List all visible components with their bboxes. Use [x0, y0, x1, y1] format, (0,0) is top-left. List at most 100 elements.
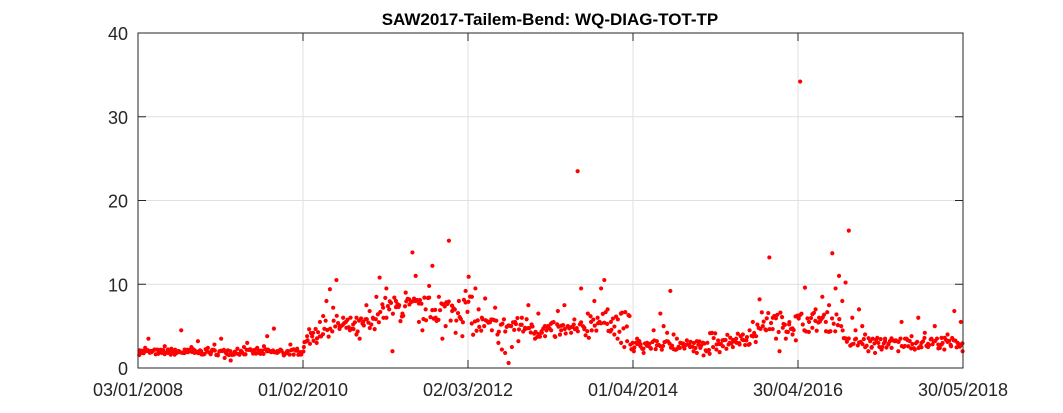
- data-point: [711, 344, 716, 350]
- data-point: [754, 334, 759, 339]
- data-point: [228, 349, 233, 354]
- data-point: [299, 352, 304, 357]
- data-point: [427, 295, 432, 300]
- data-point: [870, 336, 875, 341]
- data-point: [235, 346, 240, 351]
- data-point: [526, 303, 531, 308]
- data-point: [752, 330, 757, 336]
- data-point: [782, 322, 787, 327]
- data-point: [307, 341, 313, 346]
- data-point: [622, 344, 627, 350]
- data-point: [922, 330, 927, 335]
- data-point: [437, 308, 443, 313]
- data-point: [446, 299, 451, 304]
- data-point: [152, 347, 157, 352]
- data-point: [499, 347, 504, 352]
- data-point: [403, 290, 408, 295]
- data-point: [452, 307, 457, 312]
- data-point: [738, 334, 743, 339]
- data-point: [693, 345, 698, 351]
- data-point: [960, 341, 965, 346]
- data-point: [853, 328, 858, 333]
- data-point: [443, 324, 448, 329]
- data-point: [714, 347, 719, 352]
- data-point: [837, 317, 842, 322]
- data-point: [384, 315, 389, 320]
- data-point: [723, 337, 728, 343]
- data-point: [265, 334, 270, 339]
- data-point: [398, 319, 403, 324]
- data-point: [688, 339, 693, 344]
- data-point: [288, 342, 293, 347]
- data-point: [378, 309, 383, 315]
- x-tick-label: 02/03/2012: [423, 380, 513, 400]
- data-point: [305, 334, 310, 339]
- data-point: [509, 324, 514, 329]
- data-point: [388, 300, 394, 305]
- data-point: [311, 338, 316, 343]
- data-point: [369, 322, 374, 327]
- data-point: [876, 340, 881, 345]
- data-point: [574, 326, 579, 331]
- data-point: [706, 347, 712, 353]
- data-point: [467, 294, 473, 299]
- data-point: [458, 316, 463, 322]
- data-point: [513, 321, 519, 327]
- data-point: [653, 346, 658, 352]
- data-point: [454, 318, 459, 323]
- data-point: [826, 303, 832, 308]
- data-point: [336, 321, 341, 326]
- data-point: [553, 334, 558, 339]
- data-point: [208, 352, 213, 357]
- data-point: [503, 329, 508, 334]
- data-point: [833, 329, 838, 334]
- data-point: [245, 340, 250, 345]
- data-point: [474, 328, 479, 333]
- data-point: [831, 321, 836, 326]
- data-point: [936, 342, 941, 347]
- data-point: [594, 328, 599, 333]
- data-point: [860, 324, 865, 329]
- data-point: [621, 326, 626, 331]
- data-point: [866, 349, 871, 354]
- data-point: [463, 288, 468, 294]
- data-point: [730, 344, 735, 350]
- data-point: [301, 349, 306, 354]
- data-point: [840, 328, 845, 333]
- data-point: [423, 318, 429, 323]
- data-point: [527, 325, 532, 331]
- data-point: [494, 318, 499, 323]
- data-point: [609, 327, 614, 332]
- data-point: [872, 350, 878, 356]
- data-point: [466, 274, 471, 279]
- data-point: [331, 318, 336, 323]
- data-point: [763, 327, 768, 332]
- data-point: [320, 332, 326, 337]
- data-point: [430, 263, 435, 268]
- data-point: [530, 324, 535, 329]
- data-point: [440, 336, 445, 341]
- data-point: [393, 298, 399, 304]
- data-point: [483, 296, 488, 301]
- data-point: [717, 349, 722, 355]
- data-point: [536, 311, 541, 316]
- data-point: [372, 327, 377, 332]
- data-point: [591, 317, 596, 322]
- data-point: [436, 317, 441, 322]
- data-point: [860, 341, 865, 347]
- data-point: [770, 326, 775, 332]
- data-point: [455, 311, 461, 316]
- data-point: [836, 273, 842, 278]
- data-point: [954, 345, 959, 350]
- data-point: [305, 338, 310, 343]
- data-point: [571, 322, 576, 327]
- data-point: [811, 310, 816, 316]
- data-point: [910, 341, 915, 347]
- data-point: [882, 339, 888, 344]
- data-point: [442, 304, 447, 309]
- data-point: [261, 351, 266, 356]
- data-point: [354, 315, 359, 320]
- data-point: [330, 329, 335, 334]
- data-point: [833, 286, 838, 291]
- data-point: [453, 330, 458, 335]
